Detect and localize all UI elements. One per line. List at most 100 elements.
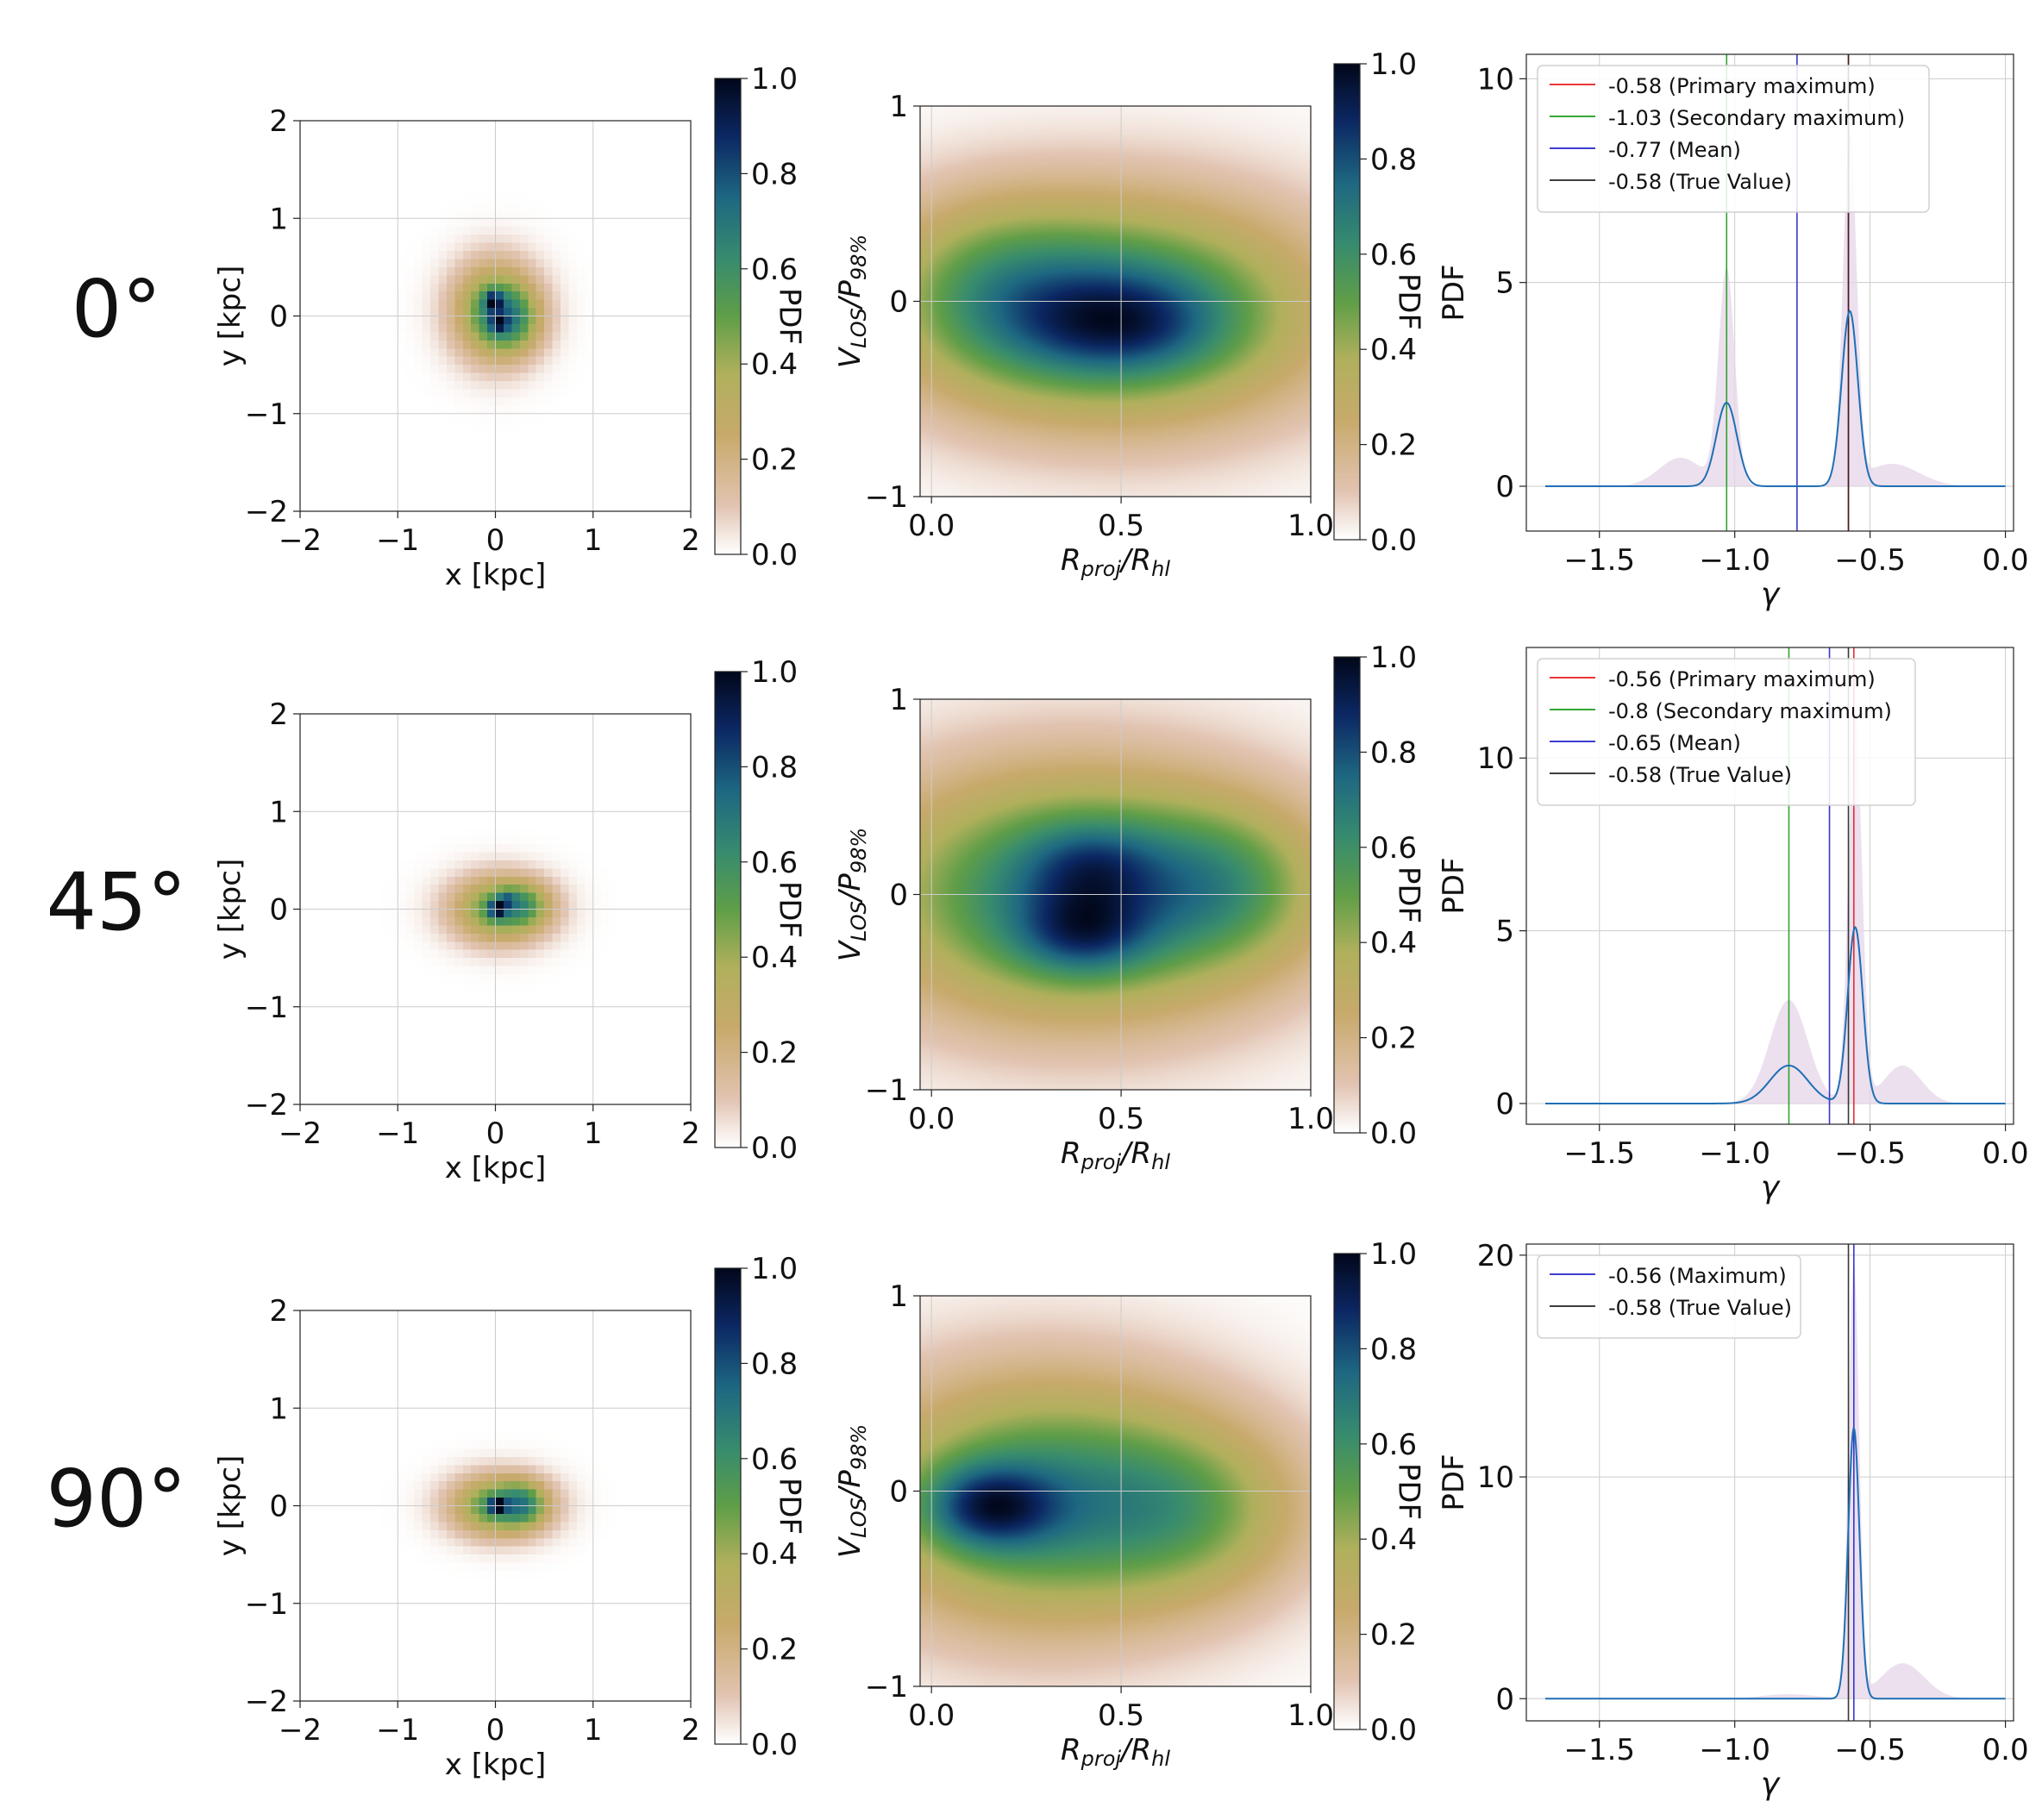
y-tick-label: 1 (269, 795, 288, 829)
x-axis-label: x [kpc] (445, 558, 546, 592)
x-tick-label: 1.0 (1287, 1698, 1334, 1733)
x-tick-label: 1 (584, 523, 603, 558)
x-tick-label: −1.0 (1699, 543, 1770, 578)
colorbar-tick-label: 0.4 (1370, 926, 1417, 960)
colorbar-tick-label: 0.6 (751, 846, 798, 880)
colorbar-tick-label: 0.2 (751, 443, 798, 478)
colorbar-label: PDF (1392, 866, 1426, 923)
x-tick-label: 0.0 (908, 1102, 955, 1136)
posterior-shade (1544, 716, 2006, 1104)
y-tick-label: 1 (889, 1279, 908, 1314)
y-tick-label: −1 (245, 991, 288, 1025)
y-axis-label: y [kpc] (213, 266, 247, 366)
row-angle-label: 45° (46, 856, 186, 948)
y-tick-label: 0 (1495, 1087, 1514, 1122)
y-tick-label: 5 (1495, 915, 1514, 949)
x-tick-label: 0 (486, 1713, 505, 1748)
x-tick-label: 0.0 (1982, 1136, 2029, 1171)
primary-maximum-legend-label: -0.56 (Primary maximum) (1608, 667, 1876, 691)
axes-frame (1525, 1243, 2014, 1722)
y-axis-label: y [kpc] (213, 859, 247, 960)
x-tick-label: −1.5 (1563, 1733, 1635, 1767)
axes-frame (1525, 53, 2014, 532)
colorbar-gradient (715, 78, 741, 554)
legend-box (1537, 1254, 1801, 1339)
colorbar-frame (1333, 1253, 1361, 1730)
y-tick-label: −1 (865, 480, 908, 515)
colorbar-frame (1333, 656, 1361, 1134)
y-tick-label: 0 (269, 893, 288, 928)
gamma-pdf-curve (1544, 925, 2006, 1104)
axes-frame (919, 1295, 1312, 1687)
colorbar-tick-label: 0.4 (751, 941, 798, 975)
gamma-pdf-panel: −1.5 −1.0 −0.5 0.0 0 5 10 γ PDF -0.56 (Primary ma… (1437, 647, 2029, 1205)
y-axis-label: VLOS/P98% (833, 1424, 871, 1558)
y-tick-label: −2 (245, 1685, 288, 1719)
x-tick-label: −1.0 (1699, 1733, 1770, 1767)
colorbar-tick-label: 0.0 (751, 1131, 798, 1166)
gamma-pdf-panel: −1.5 −1.0 −0.5 0.0 0 5 10 γ PDF -0.58 (Primary ma… (1437, 53, 2029, 612)
row-angle-label: 0° (72, 263, 162, 355)
axes-frame (919, 105, 1312, 497)
x-tick-label: 0.0 (1982, 1733, 2029, 1767)
x-tick-label: 0.0 (908, 1698, 955, 1733)
colorbar-tick-label: 1.0 (751, 1252, 798, 1286)
y-axis-label: y [kpc] (213, 1455, 247, 1556)
colorbar-tick-label: 0.4 (751, 1537, 798, 1572)
colorbar-tick-label: 0.8 (1370, 1332, 1417, 1367)
colorbar-tick-label: 0.4 (1370, 333, 1417, 367)
maximum-legend-label: -0.56 (Maximum) (1608, 1264, 1787, 1288)
colorbar-tick-label: 0.8 (751, 750, 798, 785)
axes-frame (299, 713, 692, 1105)
colorbar-tick-label: 1.0 (1370, 1237, 1417, 1272)
stellar-map-panel: −2 −1 0 1 2 −2 −1 0 1 2 x [kpc] y [kpc] (213, 697, 700, 1185)
x-tick-label: 0.0 (908, 509, 955, 543)
x-tick-label: 2 (681, 1116, 700, 1151)
phase-space-panel: 0.0 0.5 1.0 −1 0 1 Rproj/Rhl VLOS/P98% (833, 1279, 1334, 1771)
colorbar-tick-label: 0.0 (751, 538, 798, 572)
colorbar-gradient (1334, 657, 1360, 1133)
colorbar-tick-label: 0.8 (1370, 142, 1417, 177)
colorbar-tick-label: 0.2 (751, 1036, 798, 1071)
colorbar-tick-label: 0.6 (1370, 831, 1417, 866)
colorbar-tick-label: 1.0 (1370, 47, 1417, 82)
colorbar-tick-label: 0.0 (1370, 1713, 1417, 1748)
legend: -0.58 (Primary maximum) -1.03 (Secondary … (1537, 65, 1930, 213)
y-axis-label: VLOS/P98% (833, 828, 871, 961)
colorbar-tick-label: 0.6 (1370, 1428, 1417, 1462)
phase-space-colorbar: 0.0 0.2 0.4 0.6 0.8 1.0 PDF (1333, 1237, 1426, 1748)
colorbar-tick-label: 0.8 (1370, 735, 1417, 770)
axes-frame (919, 698, 1312, 1091)
x-axis-label: γ (1761, 1767, 1781, 1802)
y-tick-label: 0 (889, 879, 908, 913)
colorbar-gradient (1334, 64, 1360, 540)
colorbar-tick-label: 0.8 (751, 157, 798, 191)
row-angle-label: 90° (46, 1453, 186, 1545)
x-axis-label: x [kpc] (445, 1151, 546, 1185)
y-tick-label: 2 (269, 1294, 288, 1329)
y-tick-label: 2 (269, 104, 288, 139)
x-tick-label: −1 (376, 1713, 419, 1748)
colorbar-tick-label: 1.0 (751, 62, 798, 97)
colorbar-tick-label: 0.4 (751, 347, 798, 382)
x-tick-label: −2 (279, 1116, 322, 1151)
x-tick-label: −0.5 (1834, 543, 1906, 578)
x-tick-label: 1.0 (1287, 1102, 1334, 1136)
x-axis-label: Rproj/Rhl (1061, 1733, 1170, 1771)
colorbar-gradient (715, 1268, 741, 1744)
y-tick-label: 10 (1477, 62, 1514, 97)
phase-space-colorbar: 0.0 0.2 0.4 0.6 0.8 1.0 PDF (1333, 641, 1426, 1151)
stellar-map-colorbar: 0.0 0.2 0.4 0.6 0.8 1.0 PDF (714, 1252, 807, 1762)
y-axis-label: PDF (1437, 857, 1471, 914)
y-tick-label: 20 (1477, 1239, 1514, 1273)
colorbar-label: PDF (773, 881, 807, 938)
x-tick-label: 0 (486, 1116, 505, 1151)
y-axis-label: VLOS/P98% (833, 235, 871, 368)
y-tick-label: 0 (889, 1475, 908, 1510)
y-tick-label: −1 (245, 397, 288, 432)
true-value-legend-label: -0.58 (True Value) (1608, 170, 1792, 194)
y-tick-label: 10 (1477, 741, 1514, 776)
colorbar-tick-label: 0.0 (751, 1728, 798, 1762)
x-tick-label: 0.5 (1098, 1102, 1144, 1136)
